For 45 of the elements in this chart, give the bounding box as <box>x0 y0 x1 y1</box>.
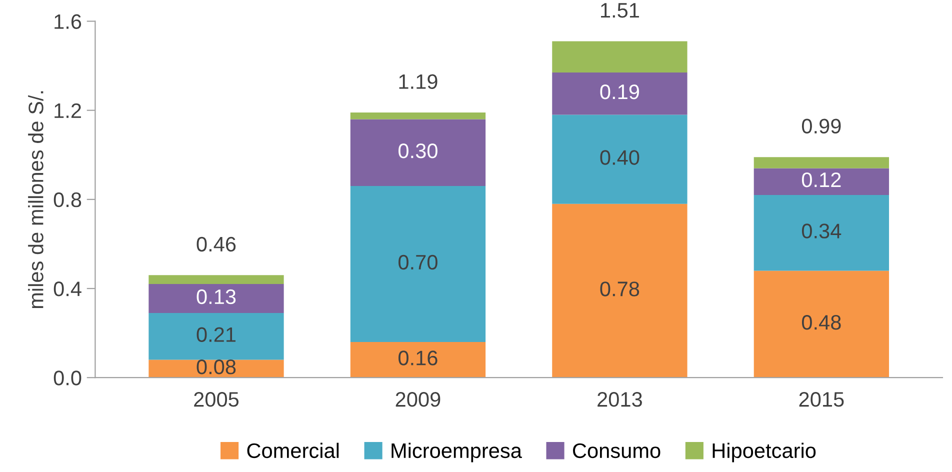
data-label: 0.08 <box>196 360 236 374</box>
bar <box>148 313 284 360</box>
data-label: 0.48 <box>802 314 841 330</box>
data-label: 0.70 <box>398 254 438 270</box>
y-tick-label: 0.4 <box>54 282 82 296</box>
data-label: 0.78 <box>600 282 640 296</box>
y-tick-label: 1.6 <box>54 14 82 29</box>
bar <box>350 119 486 186</box>
bar <box>754 194 890 271</box>
bar <box>552 72 688 115</box>
bar <box>754 157 890 168</box>
bar <box>350 342 486 378</box>
legend-label: Hipoetcario <box>712 442 816 462</box>
data-label: 0.30 <box>398 143 438 158</box>
bar <box>148 275 284 284</box>
data-label: 0.21 <box>196 327 236 342</box>
data-label: 0.16 <box>398 350 438 366</box>
x-tick-label: 2005 <box>194 392 239 407</box>
bar <box>350 112 486 120</box>
bar <box>552 114 688 204</box>
legend-label: Comercial <box>247 442 339 458</box>
total-label: 1.19 <box>399 74 438 89</box>
y-tick-label: 0.8 <box>54 192 82 208</box>
x-tick-label: 2009 <box>396 392 440 407</box>
y-tick-label: 0.0 <box>54 370 82 386</box>
y-axis-title: miles de millones de S/. <box>28 91 44 308</box>
bar <box>552 41 688 72</box>
bar <box>552 204 688 378</box>
legend-label: Consumo <box>573 443 660 458</box>
bar <box>754 270 890 378</box>
bar <box>754 168 890 195</box>
y-tick-label: 1.2 <box>54 103 81 118</box>
data-label: 0.19 <box>600 84 639 100</box>
data-label: 0.40 <box>600 150 640 165</box>
total-label: 1.51 <box>601 3 639 18</box>
bar <box>148 284 284 314</box>
total-label: 0.99 <box>802 118 841 134</box>
legend-label: Microempresa <box>392 442 522 462</box>
total-label: 0.46 <box>196 236 236 252</box>
data-label: 0.12 <box>802 172 841 188</box>
data-label: 0.13 <box>196 289 236 304</box>
x-tick-label: 2013 <box>598 392 642 407</box>
data-label: 0.34 <box>802 224 842 238</box>
bar <box>350 186 486 342</box>
x-tick-label: 2015 <box>799 392 844 407</box>
